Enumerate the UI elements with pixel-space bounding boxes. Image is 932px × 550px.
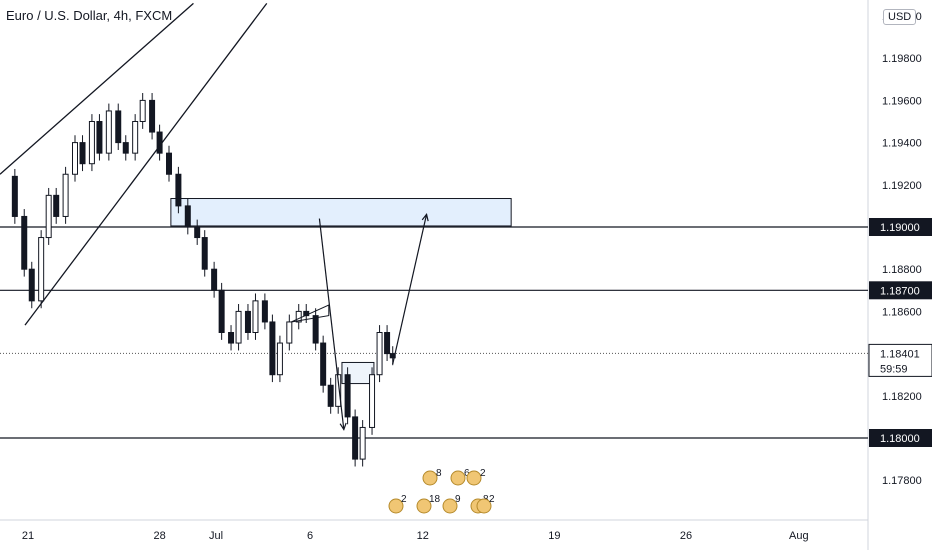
x-tick-label: 28 xyxy=(153,530,165,542)
candle-body xyxy=(295,310,302,323)
candle-body xyxy=(352,416,359,460)
candle-body xyxy=(244,310,251,333)
event-count: 18 xyxy=(429,494,441,505)
candle-body xyxy=(21,215,28,270)
candle-body xyxy=(228,332,235,344)
candle-body xyxy=(211,268,218,291)
price-tag-label: 1.18700 xyxy=(880,285,920,297)
candle-body xyxy=(139,99,146,123)
y-tick-label: 1.19200 xyxy=(882,180,922,192)
last-price-label: 1.18401 xyxy=(880,348,920,360)
x-tick-label: 26 xyxy=(680,530,692,542)
candle-body xyxy=(269,321,276,376)
candle-body xyxy=(218,289,225,333)
candle-body xyxy=(72,142,78,175)
event-marker xyxy=(450,470,466,486)
candle-body xyxy=(194,226,201,239)
candle-body xyxy=(53,194,60,217)
x-tick-label: Aug xyxy=(789,530,809,542)
candle-body xyxy=(28,268,35,302)
trendline-upper xyxy=(0,2,194,175)
candle-body xyxy=(149,99,156,133)
candle-body xyxy=(11,175,18,217)
candle-body xyxy=(175,173,182,207)
event-count: 2 xyxy=(480,468,486,479)
candle-body xyxy=(252,300,259,334)
trendline-lower xyxy=(24,2,268,326)
currency-badge[interactable]: USD xyxy=(883,9,917,25)
price-tag xyxy=(869,218,932,236)
candle-body xyxy=(344,374,351,418)
candle-body xyxy=(166,152,172,175)
candle-body xyxy=(369,374,376,428)
candle-body xyxy=(45,194,52,239)
x-tick-label: 6 xyxy=(307,530,313,542)
x-tick-label: 12 xyxy=(417,530,429,542)
candle-body xyxy=(376,332,383,376)
triangle-pattern xyxy=(290,304,330,323)
x-tick-label: Jul xyxy=(209,530,223,542)
candle-body xyxy=(122,142,129,154)
y-tick-label: 1.17800 xyxy=(882,475,922,487)
arrow-up xyxy=(392,214,428,365)
event-count: 2 xyxy=(489,494,495,505)
candle-body xyxy=(132,121,139,154)
chart-title: Euro / U.S. Dollar, 4h, FXCM xyxy=(6,8,173,23)
arrow-up-head xyxy=(421,212,429,222)
countdown-label: 59:59 xyxy=(880,363,908,375)
event-count: 9 xyxy=(455,494,461,505)
candle-body xyxy=(88,121,95,165)
candle-body xyxy=(320,342,327,386)
event-marker xyxy=(416,498,432,514)
candle-body xyxy=(38,237,45,302)
candle-body xyxy=(115,110,122,144)
candle-body xyxy=(62,173,69,217)
candle-body xyxy=(327,384,334,407)
y-tick-label: 1.19600 xyxy=(882,95,922,107)
candle-body xyxy=(261,300,268,323)
event-marker xyxy=(466,470,482,486)
candle-body xyxy=(79,142,86,165)
event-count: 2 xyxy=(401,494,407,505)
candle-body xyxy=(384,332,391,355)
price-tag-label: 1.18000 xyxy=(880,433,920,445)
arrow-down xyxy=(318,218,345,430)
y-tick-label: 1.18200 xyxy=(882,391,922,403)
zone-supply xyxy=(170,198,512,227)
candle-body xyxy=(235,310,242,344)
x-tick-label: 19 xyxy=(548,530,560,542)
candle-body xyxy=(335,374,342,407)
y-tick-label: 1.19800 xyxy=(882,53,922,65)
event-marker xyxy=(388,498,404,514)
candle-body xyxy=(312,315,319,344)
candle-body xyxy=(184,205,191,228)
candle-body xyxy=(105,110,112,154)
last-price-tag xyxy=(868,343,932,377)
event-marker xyxy=(422,470,438,486)
candles-group xyxy=(11,93,396,467)
price-tag-label: 1.19000 xyxy=(880,222,920,234)
candle-body xyxy=(286,321,293,344)
event-count: 6 xyxy=(464,468,470,479)
arrow-down-head xyxy=(339,422,347,431)
price-tag xyxy=(869,281,932,300)
candle-body xyxy=(96,121,103,154)
y-tick-label: 1.18800 xyxy=(882,264,922,276)
y-tick-label: 1.19400 xyxy=(882,138,922,150)
candle-body xyxy=(359,426,366,460)
candle-body xyxy=(201,237,208,270)
event-marker xyxy=(476,498,492,514)
y-tick-label: 1.18600 xyxy=(882,306,922,318)
candle-body xyxy=(276,342,283,376)
event-count: 8 xyxy=(436,468,442,479)
event-marker xyxy=(442,498,458,514)
x-tick-label: 21 xyxy=(22,530,34,542)
price-tag xyxy=(869,429,932,447)
